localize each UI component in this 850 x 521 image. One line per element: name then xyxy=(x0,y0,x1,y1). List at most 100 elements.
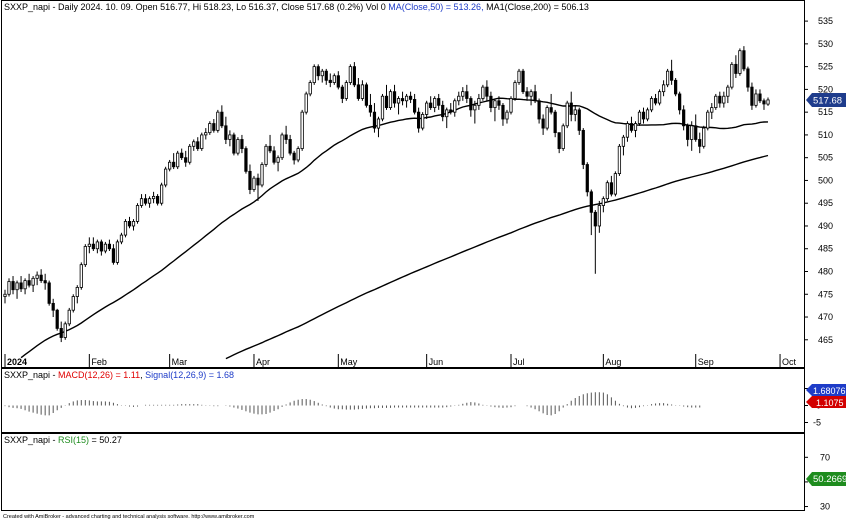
candle-body-up xyxy=(505,111,509,120)
price-tick-label: 535 xyxy=(818,16,833,26)
signal-badge-shape xyxy=(806,384,846,396)
candle-body-down xyxy=(501,104,505,120)
candle-body-down xyxy=(392,91,397,104)
month-label: Aug xyxy=(605,357,621,367)
candle-body-up xyxy=(23,280,27,290)
candle-body-up xyxy=(312,66,316,83)
candle xyxy=(147,196,152,208)
candle xyxy=(505,109,509,124)
candle-body-down xyxy=(59,328,63,338)
candle xyxy=(280,132,284,160)
candle-body-up xyxy=(348,66,352,83)
candle-body-down xyxy=(268,145,272,152)
candle-body-down xyxy=(55,309,59,329)
candle xyxy=(541,114,545,135)
candle xyxy=(465,84,469,104)
candle xyxy=(51,298,55,318)
candle xyxy=(103,241,107,254)
candle xyxy=(762,98,766,110)
candle-body-up xyxy=(71,296,75,311)
candle-body-down xyxy=(272,150,276,163)
candle-body-down xyxy=(698,139,702,147)
candle xyxy=(461,87,465,101)
candle-body-down xyxy=(593,211,597,227)
rsi-legend-value: = 50.27 xyxy=(89,435,122,445)
candle-body-down xyxy=(537,100,541,120)
candle xyxy=(722,91,726,108)
candle xyxy=(35,271,39,286)
candle-body-up xyxy=(766,99,770,105)
candle xyxy=(380,93,385,122)
candle xyxy=(91,237,95,252)
candle-body-up xyxy=(649,98,654,111)
candle-body-up xyxy=(168,161,172,170)
candle xyxy=(324,68,328,85)
candle-body-up xyxy=(216,111,220,131)
candle-body-up xyxy=(360,84,365,99)
candle-body-down xyxy=(336,75,340,88)
candle-body-down xyxy=(316,66,320,77)
candle-body-up xyxy=(561,125,565,149)
candle-body-down xyxy=(196,141,200,149)
candle-body-up xyxy=(296,148,300,161)
candle-body-up xyxy=(119,234,124,243)
macd-title-prefix: SXXP_napi - xyxy=(4,370,58,380)
candle-body-up xyxy=(690,125,694,140)
candle-body-down xyxy=(629,123,634,131)
candle xyxy=(260,162,264,188)
candle xyxy=(473,100,477,124)
candle xyxy=(220,105,224,129)
candle xyxy=(43,273,47,290)
price-axis: 465 470 475 480 485 490 495 500 505 510 515 520 525 5… xyxy=(804,16,833,345)
candle xyxy=(300,109,304,151)
candle-body-up xyxy=(188,145,192,163)
candle xyxy=(621,134,626,156)
candle-body-down xyxy=(525,91,529,97)
price-tick-label: 465 xyxy=(818,335,833,345)
month-label: Jul xyxy=(513,357,525,367)
candle-body-down xyxy=(577,109,581,131)
candle xyxy=(368,93,373,117)
candle xyxy=(577,107,581,135)
candle xyxy=(718,91,722,108)
candle-body-up xyxy=(597,205,601,227)
candle-body-down xyxy=(143,198,148,204)
month-label: Mar xyxy=(172,357,188,367)
candle-body-down xyxy=(91,243,95,250)
price-tick-label: 475 xyxy=(818,289,833,299)
price-panel-frame xyxy=(1,0,805,368)
candle xyxy=(537,98,541,124)
price-tick-label: 500 xyxy=(818,175,833,185)
candle-body-down xyxy=(750,86,754,106)
candle-body-up xyxy=(706,111,710,129)
candle-body-up xyxy=(131,221,136,227)
candle-body-up xyxy=(421,114,425,129)
candle-body-up xyxy=(396,98,401,104)
candle-body-up xyxy=(320,70,324,77)
candle-body-down xyxy=(107,243,112,250)
candle-body-down xyxy=(742,50,746,70)
candle-body-down xyxy=(256,177,260,186)
candle xyxy=(316,64,320,81)
candle xyxy=(388,89,393,110)
candle-body-up xyxy=(236,139,240,154)
candle xyxy=(404,93,409,108)
macd-tick-label: -5 xyxy=(813,418,821,428)
candle xyxy=(3,289,7,304)
candle xyxy=(549,93,553,115)
price-tick-label: 470 xyxy=(818,312,833,322)
candle-body-down xyxy=(674,79,678,95)
candle xyxy=(589,189,593,236)
candle-body-down xyxy=(356,84,360,99)
macd-plot xyxy=(4,392,701,416)
candle-body-down xyxy=(670,70,674,81)
rsi-tick-label: 30 xyxy=(820,502,830,512)
candle-body-down xyxy=(19,282,23,290)
candle-body-up xyxy=(160,184,164,204)
candle xyxy=(276,155,280,172)
candle xyxy=(449,103,453,115)
candle-body-down xyxy=(469,98,473,111)
macd-badge-shape xyxy=(806,396,846,408)
candle-body-down xyxy=(641,111,646,120)
candle xyxy=(19,276,23,292)
